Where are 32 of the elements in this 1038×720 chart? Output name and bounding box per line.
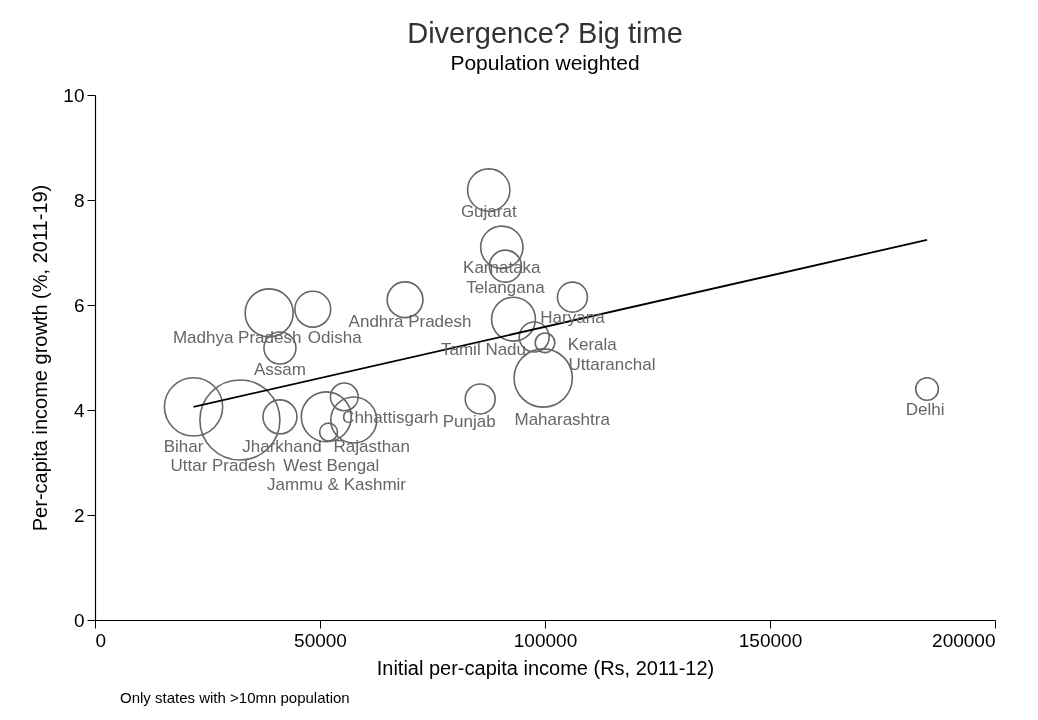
annotation: Gujarat — [460, 202, 517, 222]
chart-subtitle: Population weighted — [450, 51, 640, 74]
annotation: Punjab — [442, 411, 496, 431]
annotation: Odisha — [307, 328, 363, 348]
annotation: West Bengal — [283, 455, 380, 475]
y-tick-label: 0 — [73, 609, 85, 631]
x-tick-label: 200000 — [932, 629, 996, 651]
y-tick-label: 4 — [73, 399, 85, 421]
y-tick-label: 2 — [73, 504, 85, 526]
x-axis-title: Initial per-capita income (Rs, 2011-12) — [376, 656, 715, 679]
y-axis-title: Per-capita income growth (%, 2011-19) — [29, 184, 52, 532]
annotation: Bihar — [163, 436, 204, 456]
y-tick-label: 10 — [63, 84, 85, 106]
text: Only states with >10mn population — [120, 689, 350, 706]
annotation: Maharashtra — [514, 409, 611, 429]
x-tick-label: 0 — [95, 629, 107, 651]
annotation: Andhra Pradesh — [348, 311, 472, 331]
x-tick-label: 50000 — [294, 629, 347, 651]
annotation: Telangana — [466, 278, 546, 298]
annotation: Delhi — [905, 400, 945, 419]
annotation: Kerala — [567, 335, 618, 355]
annotation: Rajasthan — [333, 436, 411, 456]
annotation: Uttaranchal — [568, 354, 656, 374]
annotation: Tamil Nadu — [440, 340, 527, 360]
x-tick-label: 150000 — [738, 629, 803, 651]
x-tick-label: 100000 — [513, 629, 578, 651]
annotation: Uttar Pradesh — [170, 455, 276, 475]
chart-title: Divergence? Big time — [407, 17, 683, 49]
annotation: Assam — [253, 360, 306, 380]
annotation: Jammu & Kashmir — [267, 475, 407, 495]
y-tick-label: 6 — [73, 294, 85, 316]
y-tick-label: 8 — [73, 189, 85, 211]
